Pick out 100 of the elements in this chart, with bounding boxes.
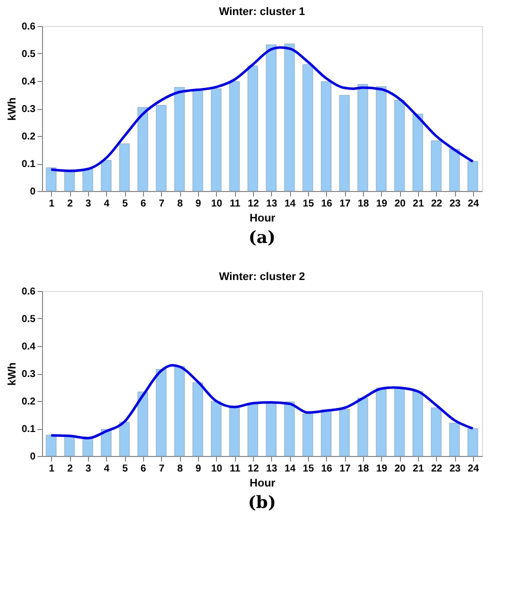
x-tick-label: 2 xyxy=(67,198,74,210)
x-tick-label: 13 xyxy=(266,464,278,474)
line-series xyxy=(50,46,474,172)
x-tick-label: 23 xyxy=(449,198,461,210)
bar xyxy=(156,369,166,456)
y-tick-label: 0.5 xyxy=(22,49,36,60)
y-tick-label: 0.3 xyxy=(22,369,36,380)
x-tick-label: 22 xyxy=(431,464,443,474)
x-tick-label: 10 xyxy=(211,198,223,210)
y-tick-label: 0 xyxy=(30,452,36,462)
x-tick-label: 11 xyxy=(230,464,241,474)
x-tick-label: 12 xyxy=(248,464,260,474)
y-tick-label: 0.4 xyxy=(22,342,36,352)
y-tick-label: 0.5 xyxy=(22,314,36,325)
x-tick-label: 6 xyxy=(140,464,147,474)
x-tick-label: 20 xyxy=(394,198,406,210)
x-tick-label: 19 xyxy=(376,464,388,474)
x-tick-label: 21 xyxy=(412,464,424,474)
text: (b) xyxy=(248,493,276,513)
x-tick-label: 18 xyxy=(358,464,370,474)
bar xyxy=(430,408,442,456)
x-tick-label: 2 xyxy=(67,464,74,474)
bar xyxy=(394,388,405,456)
y-tick-label: 0.1 xyxy=(22,159,36,170)
bar xyxy=(412,391,424,456)
x-axis-title: Hour xyxy=(250,478,276,490)
bar xyxy=(468,161,478,192)
x-tick-label: 3 xyxy=(86,198,92,210)
bar xyxy=(100,160,112,192)
y-tick-label: 0.1 xyxy=(22,424,36,435)
bar xyxy=(449,148,460,192)
y-tick-label: 0.4 xyxy=(22,76,36,88)
y-tick-label: 0.6 xyxy=(22,22,36,32)
x-tick-label: 12 xyxy=(248,198,260,210)
bar xyxy=(64,170,75,192)
x-tick-label: 21 xyxy=(412,198,424,210)
bar xyxy=(229,81,240,192)
bar xyxy=(156,104,166,192)
line-series xyxy=(50,364,474,440)
x-tick-label: 7 xyxy=(158,198,165,210)
bar xyxy=(46,434,56,456)
y-axis-title: kWh xyxy=(6,362,19,386)
x-tick-label: 6 xyxy=(140,198,147,210)
bar xyxy=(119,143,130,192)
bar xyxy=(320,410,332,456)
bar xyxy=(302,414,314,456)
x-tick-label: 8 xyxy=(177,198,184,210)
x-tick-label: 15 xyxy=(302,198,314,210)
bar xyxy=(64,435,75,456)
x-tick-label: 5 xyxy=(122,198,128,210)
bar xyxy=(119,422,130,456)
x-tick-label: 24 xyxy=(468,464,480,474)
bar xyxy=(248,404,258,456)
x-tick-label: 9 xyxy=(196,464,202,474)
bar xyxy=(449,422,460,456)
x-tick-label: 1 xyxy=(48,464,55,474)
y-axis-title: kWh xyxy=(6,97,19,121)
x-tick-label: 5 xyxy=(122,464,128,474)
x-tick-label: 22 xyxy=(431,198,443,210)
x-tick-label: 14 xyxy=(284,464,296,474)
x-tick-label: 17 xyxy=(339,198,351,210)
bar xyxy=(138,392,148,456)
bar xyxy=(376,86,386,192)
bar xyxy=(284,402,295,456)
bar xyxy=(82,438,94,456)
x-tick-label: 14 xyxy=(284,198,296,210)
bar xyxy=(339,95,350,192)
bar xyxy=(339,409,350,456)
x-tick-label: 23 xyxy=(449,464,461,474)
x-tick-label: 7 xyxy=(158,464,165,474)
bar xyxy=(412,114,424,192)
x-tick-label: 16 xyxy=(321,198,333,210)
y-tick-label: 0 xyxy=(30,186,36,198)
bar xyxy=(192,382,204,456)
bar xyxy=(358,84,368,192)
bar xyxy=(468,428,478,456)
x-tick-label: 4 xyxy=(104,198,110,210)
text: (a) xyxy=(248,228,276,248)
x-tick-label: 17 xyxy=(339,464,351,474)
x-tick-label: 15 xyxy=(302,464,314,474)
bar xyxy=(174,366,185,456)
x-tick-label: 9 xyxy=(196,198,202,210)
bar xyxy=(229,406,240,456)
bar xyxy=(138,107,148,192)
bar xyxy=(174,87,185,192)
chart-title: Winter: cluster 2 xyxy=(218,271,306,283)
x-tick-label: 20 xyxy=(394,464,406,474)
bar xyxy=(284,44,295,192)
x-tick-label: 3 xyxy=(86,464,92,474)
x-tick-label: 24 xyxy=(468,198,480,210)
bar xyxy=(320,81,332,192)
chart-title: Winter: cluster 1 xyxy=(218,6,306,18)
bar xyxy=(266,402,276,456)
y-tick-label: 0.2 xyxy=(22,396,36,408)
bar xyxy=(376,388,386,456)
bar xyxy=(210,401,222,456)
bar xyxy=(248,66,258,192)
x-tick-label: 4 xyxy=(104,464,110,474)
y-tick-label: 0.2 xyxy=(22,132,36,142)
bar xyxy=(358,398,368,456)
